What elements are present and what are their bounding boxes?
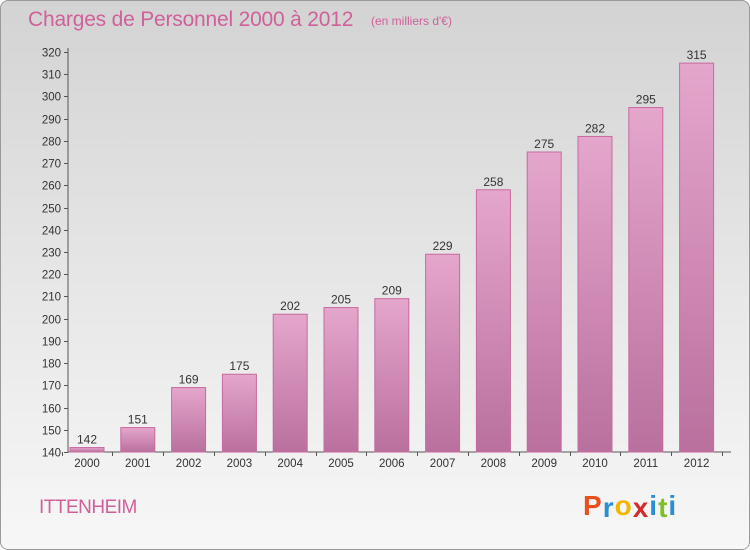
bar-2003	[221, 373, 257, 453]
y-tick-label: 140	[42, 448, 61, 460]
y-tick-label: 270	[42, 159, 61, 171]
data-label: 175	[229, 359, 249, 373]
bar-2001	[120, 427, 156, 453]
logo-letter: i	[668, 490, 678, 521]
data-label: 258	[483, 175, 503, 189]
x-tick-label: 2012	[684, 458, 710, 470]
proxiti-logo[interactable]: Proxiti	[583, 490, 678, 523]
y-tick-label: 310	[42, 70, 61, 82]
y-tick-label: 220	[42, 270, 61, 282]
logo-letter: P	[583, 490, 603, 521]
bar-2006	[374, 298, 410, 453]
bar-2007	[425, 253, 461, 453]
data-label: 209	[382, 284, 402, 298]
y-tick-label: 250	[42, 204, 61, 216]
x-tick-label: 2008	[481, 458, 507, 470]
x-tick-label: 2010	[582, 458, 608, 470]
y-tick-label: 240	[42, 226, 61, 238]
x-tick-label: 2001	[125, 458, 151, 470]
bar-2008	[475, 189, 511, 453]
y-tick-label: 210	[42, 292, 61, 304]
y-tick-label: 150	[42, 426, 61, 438]
data-label: 295	[636, 93, 656, 107]
data-label: 205	[331, 293, 351, 307]
chart-bars	[69, 62, 715, 453]
y-tick-label: 170	[42, 381, 61, 393]
x-tick-label: 2000	[74, 458, 100, 470]
chart-labels: 2000 142 2001 151 2002 169 2003 175 2004 202 2005 2…	[74, 48, 709, 470]
bar-2002	[171, 387, 207, 453]
x-tick-label: 2004	[277, 458, 303, 470]
y-tick-label: 180	[42, 359, 61, 371]
chart-title: Charges de Personnel 2000 à 2012	[28, 8, 354, 31]
y-tick-label: 260	[42, 181, 61, 193]
x-tick-label: 2003	[227, 458, 253, 470]
data-label: 142	[77, 433, 97, 447]
data-label: 151	[128, 413, 148, 427]
bar-2010	[577, 135, 613, 453]
y-tick-label: 290	[42, 115, 61, 127]
chart-subtitle: (en milliers d'€)	[371, 14, 452, 28]
y-tick-label: 190	[42, 337, 61, 349]
data-label: 229	[433, 239, 453, 253]
bar-2000	[69, 447, 105, 453]
x-tick-label: 2002	[176, 458, 202, 470]
y-tick-label: 200	[42, 315, 61, 327]
logo-letter: t	[658, 492, 669, 523]
logo-letter: i	[649, 490, 659, 521]
x-tick-label: 2011	[633, 458, 658, 470]
data-label: 315	[687, 48, 707, 62]
data-label: 275	[534, 137, 554, 151]
y-tick-label: 280	[42, 137, 61, 149]
y-tick-label: 160	[42, 404, 61, 416]
bar-2009	[526, 151, 562, 453]
x-tick-label: 2006	[379, 458, 405, 470]
x-tick-label: 2007	[430, 458, 456, 470]
x-tick-label: 2009	[531, 458, 557, 470]
bar-2012	[679, 62, 715, 453]
y-tick-label: 300	[42, 92, 61, 104]
data-label: 169	[179, 373, 199, 387]
logo-letter: x	[632, 492, 650, 523]
bar-2011	[628, 107, 664, 453]
data-label: 282	[585, 121, 605, 135]
data-label: 202	[280, 299, 300, 313]
town-name: ITTENHEIM	[39, 497, 137, 518]
y-tick-label: 320	[42, 48, 61, 60]
bar-2004	[272, 313, 308, 453]
logo-letter: o	[614, 490, 633, 521]
y-tick-label: 230	[42, 248, 61, 260]
bar-2005	[323, 307, 359, 453]
x-tick-label: 2005	[328, 458, 354, 470]
logo-letter: r	[602, 492, 615, 523]
